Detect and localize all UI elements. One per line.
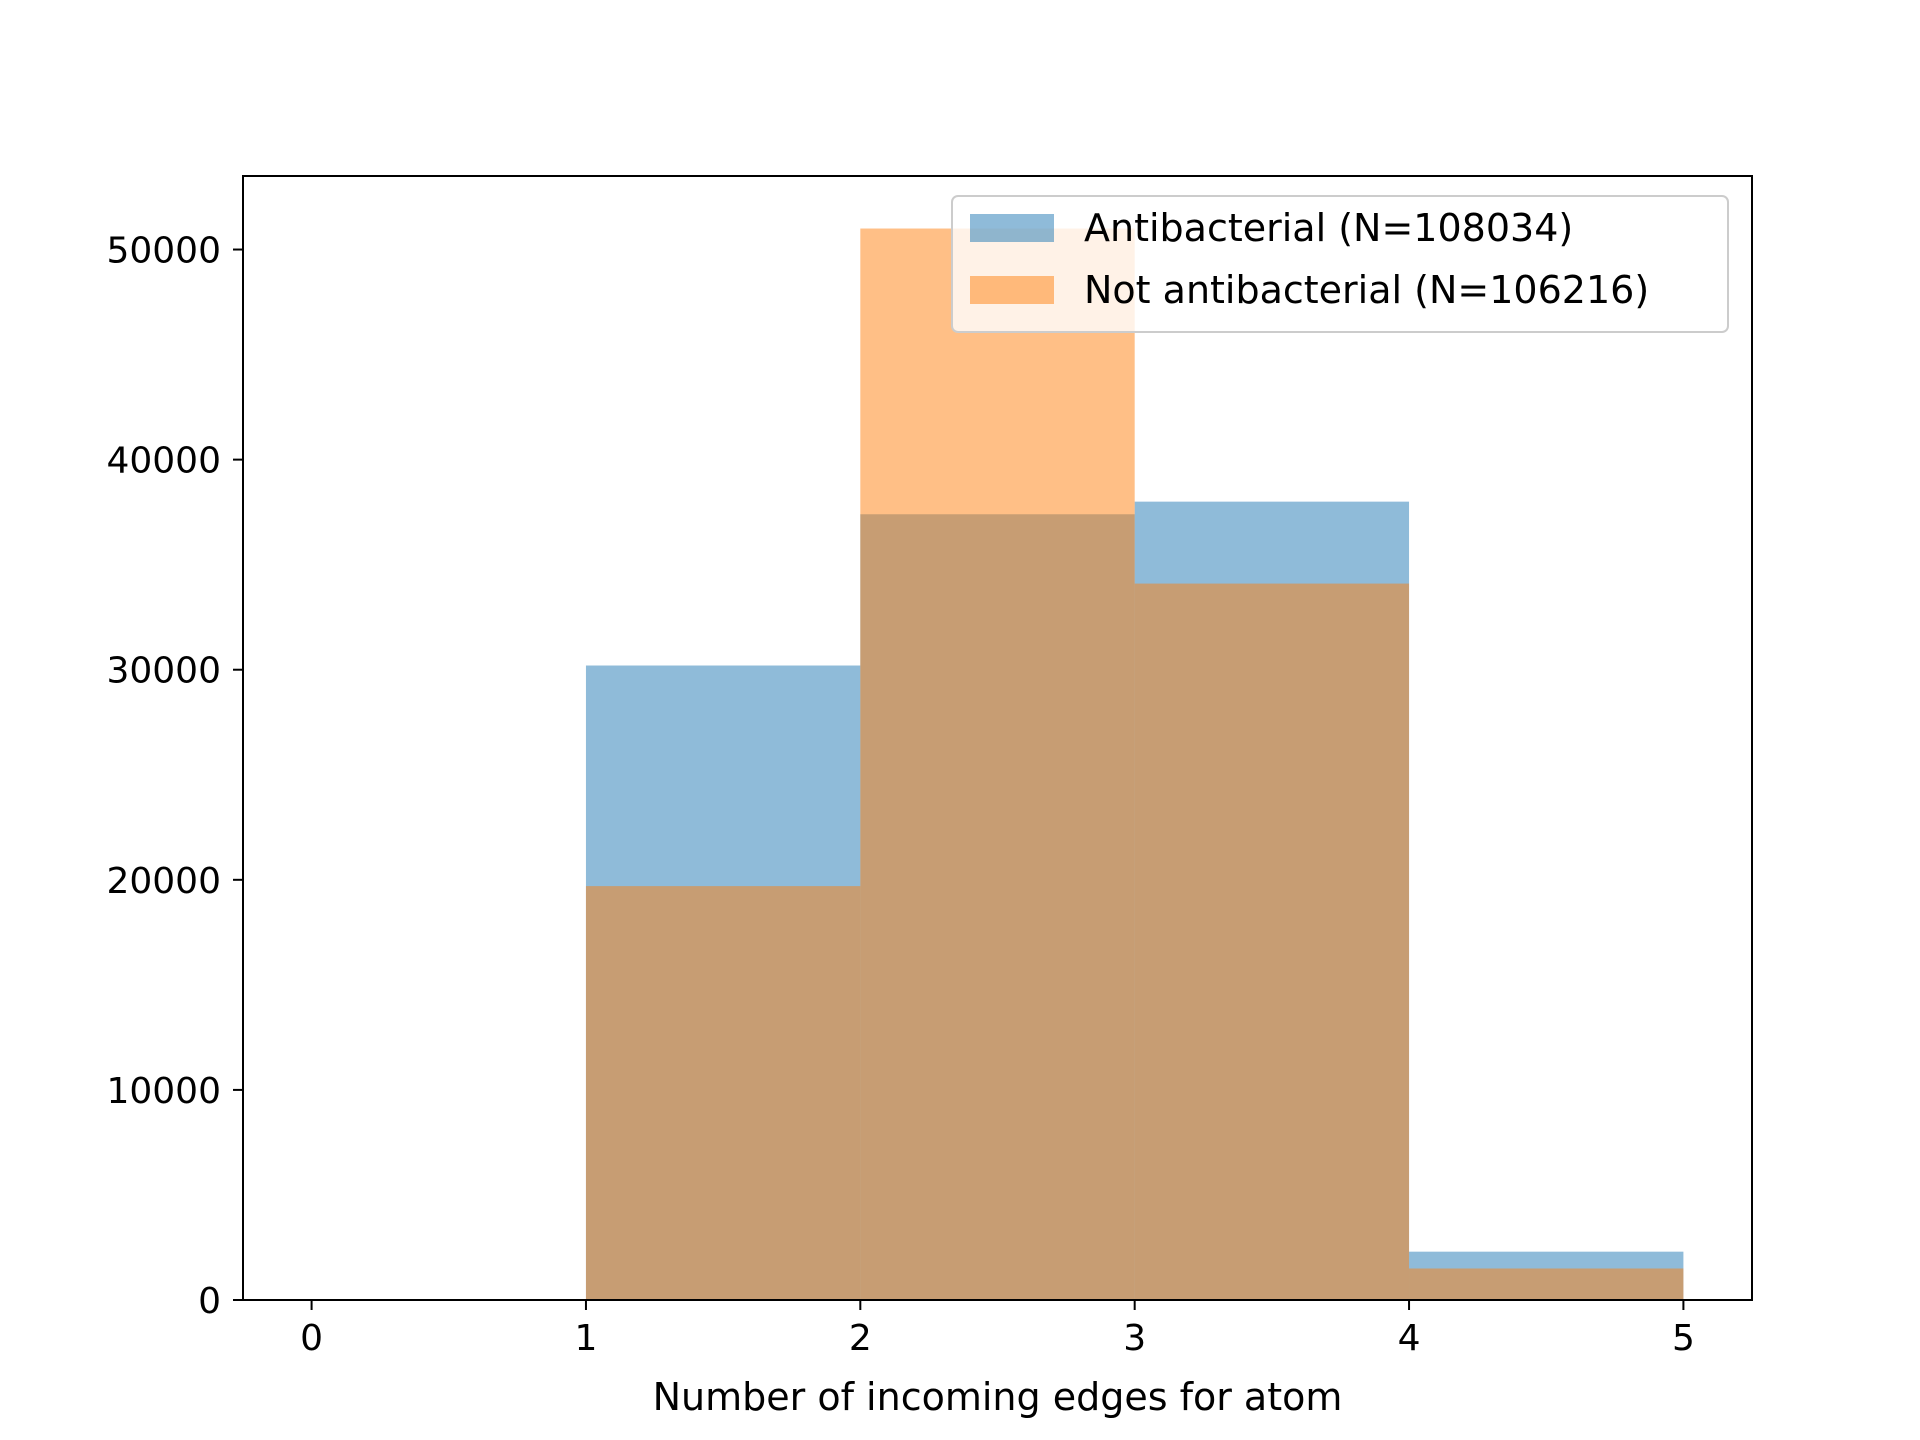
legend-box xyxy=(951,195,1729,333)
y-tick-label: 50000 xyxy=(106,231,221,272)
x-tick-label: 0 xyxy=(300,1318,323,1359)
x-tick-label: 5 xyxy=(1672,1318,1695,1359)
y-tick-label: 10000 xyxy=(106,1071,221,1112)
x-tick-label: 2 xyxy=(849,1318,872,1359)
legend-label: Not antibacterial (N=106216) xyxy=(1084,268,1649,312)
bars-layer xyxy=(585,228,1684,1301)
x-tick-label: 3 xyxy=(1123,1318,1146,1359)
y-tick-label: 0 xyxy=(198,1281,221,1322)
bar-series-2-bin-1 xyxy=(585,886,861,1300)
x-tick-label: 1 xyxy=(575,1318,598,1359)
x-tick-label: 4 xyxy=(1398,1318,1421,1359)
legend: Antibacterial (N=108034) Not antibacteria… xyxy=(951,195,1729,333)
axes-layer: 0 1 2 3 4 5 0 10000 20000 30000 40000 50000 xyxy=(106,175,1753,1359)
x-axis-title: Number of incoming edges for atom xyxy=(653,1375,1343,1419)
plot-frame xyxy=(242,175,1753,1301)
y-tick-label: 20000 xyxy=(106,861,221,902)
y-tick-label: 40000 xyxy=(106,441,221,482)
y-tick-label: 30000 xyxy=(106,651,221,692)
legend-label: Antibacterial (N=108034) xyxy=(1084,206,1573,250)
legend-swatch xyxy=(970,214,1054,242)
bar-series-2-bin-3 xyxy=(1134,583,1410,1300)
bar-series-2-bin-4 xyxy=(1409,1268,1684,1300)
bar-series-2-bin-2 xyxy=(860,228,1135,1301)
legend-swatch xyxy=(970,276,1054,304)
